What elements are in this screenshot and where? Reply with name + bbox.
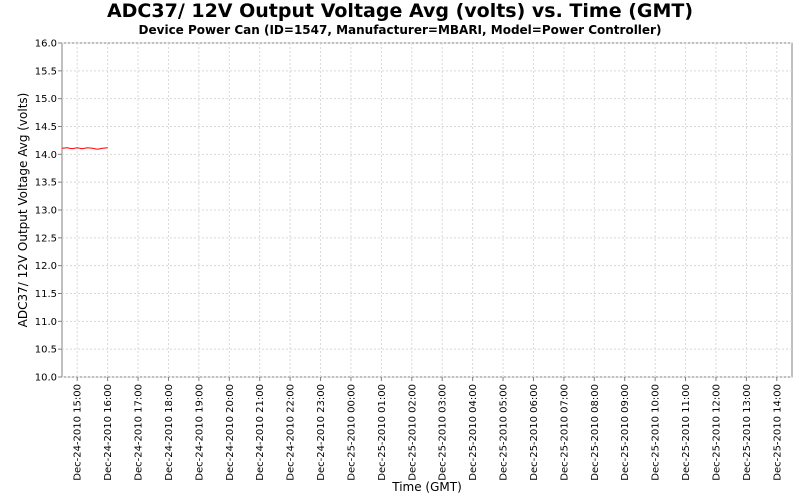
- x-tick-label: Dec-24-2010 20:00: [225, 384, 236, 481]
- x-axis: Dec-24-2010 15:00 Dec-24-2010 16:00 Dec-24…: [73, 377, 783, 481]
- y-tick-label: 16.0: [35, 39, 57, 50]
- y-tick-label: 11.0: [35, 317, 57, 328]
- y-axis-label: ADC37/ 12V Output Voltage Avg (volts): [16, 93, 30, 328]
- x-tick-label: Dec-25-2010 07:00: [559, 384, 570, 481]
- x-tick-label: Dec-24-2010 23:00: [316, 384, 327, 481]
- chart-subtitle: Device Power Can (ID=1547, Manufacturer=…: [138, 23, 662, 37]
- x-tick-label: Dec-25-2010 01:00: [377, 384, 388, 481]
- x-tick-label: Dec-24-2010 17:00: [134, 384, 145, 481]
- y-tick-label: 15.5: [35, 66, 57, 77]
- x-tick-label: Dec-25-2010 04:00: [468, 384, 479, 481]
- y-tick-label: 10.5: [35, 345, 57, 356]
- x-tick-label: Dec-25-2010 10:00: [651, 384, 662, 481]
- x-tick-label: Dec-24-2010 22:00: [286, 384, 297, 481]
- series-line-0: [61, 147, 108, 150]
- x-tick-label: Dec-24-2010 19:00: [194, 384, 205, 481]
- series-layer: [61, 147, 108, 150]
- x-tick-label: Dec-25-2010 05:00: [499, 384, 510, 481]
- y-axis: 10.0 10.5 11.0 11.5 12.0 12.5 13.0 13.5 14.0 14.5…: [35, 39, 62, 384]
- y-tick-label: 14.5: [35, 122, 57, 133]
- y-tick-label: 12.0: [35, 261, 57, 272]
- chart-title: ADC37/ 12V Output Voltage Avg (volts) vs…: [106, 0, 694, 22]
- x-tick-label: Dec-25-2010 02:00: [407, 384, 418, 481]
- x-tick-label: Dec-25-2010 09:00: [620, 384, 631, 481]
- x-tick-label: Dec-24-2010 18:00: [164, 384, 175, 481]
- x-axis-label: Time (GMT): [391, 480, 462, 494]
- x-tick-label: Dec-24-2010 16:00: [103, 384, 114, 481]
- x-tick-label: Dec-25-2010 13:00: [742, 384, 753, 481]
- x-tick-label: Dec-24-2010 21:00: [255, 384, 266, 481]
- x-tick-label: Dec-25-2010 00:00: [346, 384, 357, 481]
- x-tick-label: Dec-24-2010 15:00: [73, 384, 84, 481]
- y-tick-label: 11.5: [35, 289, 57, 300]
- y-tick-label: 13.5: [35, 178, 57, 189]
- y-tick-label: 13.0: [35, 206, 57, 217]
- grid-lines: [62, 42, 792, 378]
- y-tick-label: 12.5: [35, 233, 57, 244]
- y-tick-label: 10.0: [35, 373, 57, 384]
- x-tick-label: Dec-25-2010 03:00: [438, 384, 449, 481]
- x-tick-label: Dec-25-2010 06:00: [529, 384, 540, 481]
- x-tick-label: Dec-25-2010 12:00: [711, 384, 722, 481]
- y-tick-label: 14.0: [35, 150, 57, 161]
- x-tick-label: Dec-25-2010 08:00: [590, 384, 601, 481]
- y-tick-label: 15.0: [35, 94, 57, 105]
- x-tick-label: Dec-25-2010 11:00: [681, 384, 692, 481]
- x-tick-label: Dec-25-2010 14:00: [772, 384, 783, 481]
